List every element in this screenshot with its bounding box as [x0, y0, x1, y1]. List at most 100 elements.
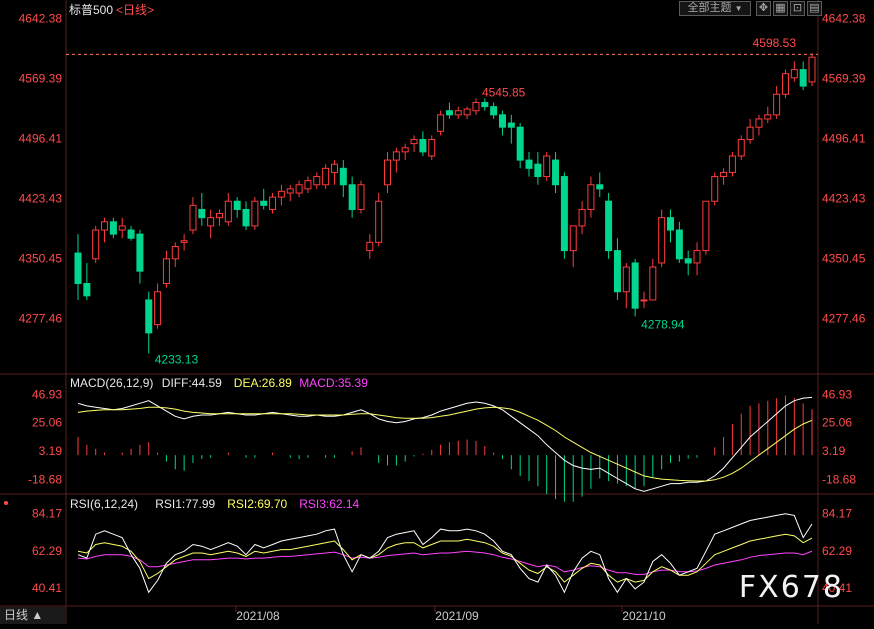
expand-icon[interactable]: ⊡	[790, 1, 805, 16]
candle-body	[154, 291, 162, 326]
macd-legend-label: DIFF:44.59	[162, 376, 222, 390]
candle-body	[622, 266, 630, 293]
period-selector[interactable]: <日线>	[116, 3, 155, 17]
candle-body	[304, 180, 312, 190]
candle-body	[136, 233, 144, 272]
rsi-tick-label-left: 62.29	[32, 544, 62, 558]
candle-body	[790, 69, 798, 79]
candle-body	[277, 190, 285, 198]
candle-body	[198, 208, 206, 219]
price-tick-label-right: 4423.43	[822, 191, 866, 205]
candle-body	[127, 229, 135, 239]
price-tick-label-right: 4569.39	[822, 71, 866, 85]
candle-body	[764, 114, 772, 120]
price-tick-label-right: 4642.38	[822, 11, 866, 25]
macd-tick-label-right: 3.19	[822, 444, 846, 458]
candle-body	[490, 106, 498, 116]
rsi-legend-label: RSI2:69.70	[227, 497, 287, 511]
rsi-tick-label-right: 40.41	[822, 581, 852, 595]
x-axis-date-label: 2021/08	[236, 609, 280, 623]
candle-body	[74, 252, 82, 285]
candle-body	[295, 184, 303, 194]
annotation-high-sep: 4545.85	[482, 85, 526, 99]
crosshair-icon[interactable]: ✥	[756, 1, 771, 16]
candle-body	[649, 266, 657, 301]
index-title: 标普500	[69, 3, 114, 17]
candle-body	[92, 229, 100, 260]
panel-marker-icon	[4, 501, 8, 505]
x-axis-date-label: 2021/10	[622, 609, 666, 623]
candle-body	[728, 155, 736, 173]
price-tick-label-left: 4423.43	[19, 191, 63, 205]
candle-body	[543, 155, 551, 178]
macd-dea-line	[77, 406, 813, 482]
candle-body	[109, 221, 117, 235]
candle-body	[180, 240, 188, 243]
candle-body	[171, 245, 179, 260]
price-tick-label-right: 4496.41	[822, 131, 866, 145]
annotation-low-aug: 4233.13	[155, 352, 199, 366]
annotation-low-oct: 4278.94	[641, 317, 685, 331]
rsi-tick-label-left: 40.41	[32, 581, 62, 595]
rsi-legend-label: RSI(6,12,24)	[70, 497, 138, 511]
macd-tick-label-right: 25.06	[822, 416, 852, 430]
candle-body	[702, 200, 710, 252]
candle-body	[428, 139, 436, 157]
candle-body	[224, 200, 232, 223]
candle-body	[118, 225, 126, 231]
candle-body	[384, 159, 392, 186]
candle-body	[481, 102, 489, 108]
macd-tick-label-left: 25.06	[32, 416, 62, 430]
candle-body	[101, 221, 109, 231]
macd-legend-label: MACD(26,12,9)	[70, 376, 153, 390]
candle-body	[348, 184, 356, 210]
candle-body	[552, 159, 560, 186]
candle-body	[737, 139, 745, 157]
chevron-down-icon: ▼	[734, 4, 743, 13]
candle-body	[640, 299, 648, 302]
candle-body	[773, 93, 781, 116]
candle-body	[286, 188, 294, 194]
candle-body	[755, 118, 763, 128]
annotation-high-oct: 4598.53	[753, 36, 797, 50]
candle-body	[684, 258, 692, 264]
candle-body	[445, 110, 453, 116]
candle-body	[711, 176, 719, 202]
candle-body	[260, 200, 268, 206]
candle-body	[215, 213, 223, 219]
candle-body	[233, 200, 241, 210]
candle-body	[675, 229, 683, 260]
grid-icon[interactable]: ▦	[773, 1, 788, 16]
theme-dropdown[interactable]: 全部主题 ▼	[679, 1, 751, 16]
macd-legend-label: DEA:26.89	[234, 376, 292, 390]
candle-body	[605, 200, 613, 252]
candle-body	[313, 176, 321, 186]
theme-label: 全部主题	[687, 2, 732, 14]
candle-body	[242, 208, 250, 227]
candle-body	[658, 217, 666, 264]
candle-body	[516, 126, 524, 161]
candle-body	[693, 250, 701, 264]
macd-diff-line	[77, 396, 813, 492]
period-tab[interactable]: 日线 ▲	[0, 607, 66, 624]
price-tick-label-left: 4350.45	[19, 251, 63, 265]
layout-icon[interactable]: ▤	[807, 1, 822, 16]
candle-body	[667, 217, 675, 231]
macd-tick-label-left: -18.68	[28, 472, 62, 486]
watermark: FX678	[738, 570, 844, 605]
candle-body	[463, 108, 471, 116]
candle-body	[613, 250, 621, 293]
candle-body	[781, 73, 789, 95]
macd-tick-label-right: -18.68	[822, 472, 856, 486]
candle-body	[207, 217, 215, 227]
candle-body	[357, 184, 365, 210]
rsi-tick-label-right: 62.29	[822, 544, 852, 558]
macd-legend-label: MACD:35.39	[299, 376, 368, 390]
candle-body	[472, 102, 480, 112]
candle-body	[145, 299, 153, 334]
candle-body	[410, 139, 418, 145]
price-tick-label-right: 4277.46	[822, 311, 866, 325]
rsi2-line	[77, 533, 813, 583]
